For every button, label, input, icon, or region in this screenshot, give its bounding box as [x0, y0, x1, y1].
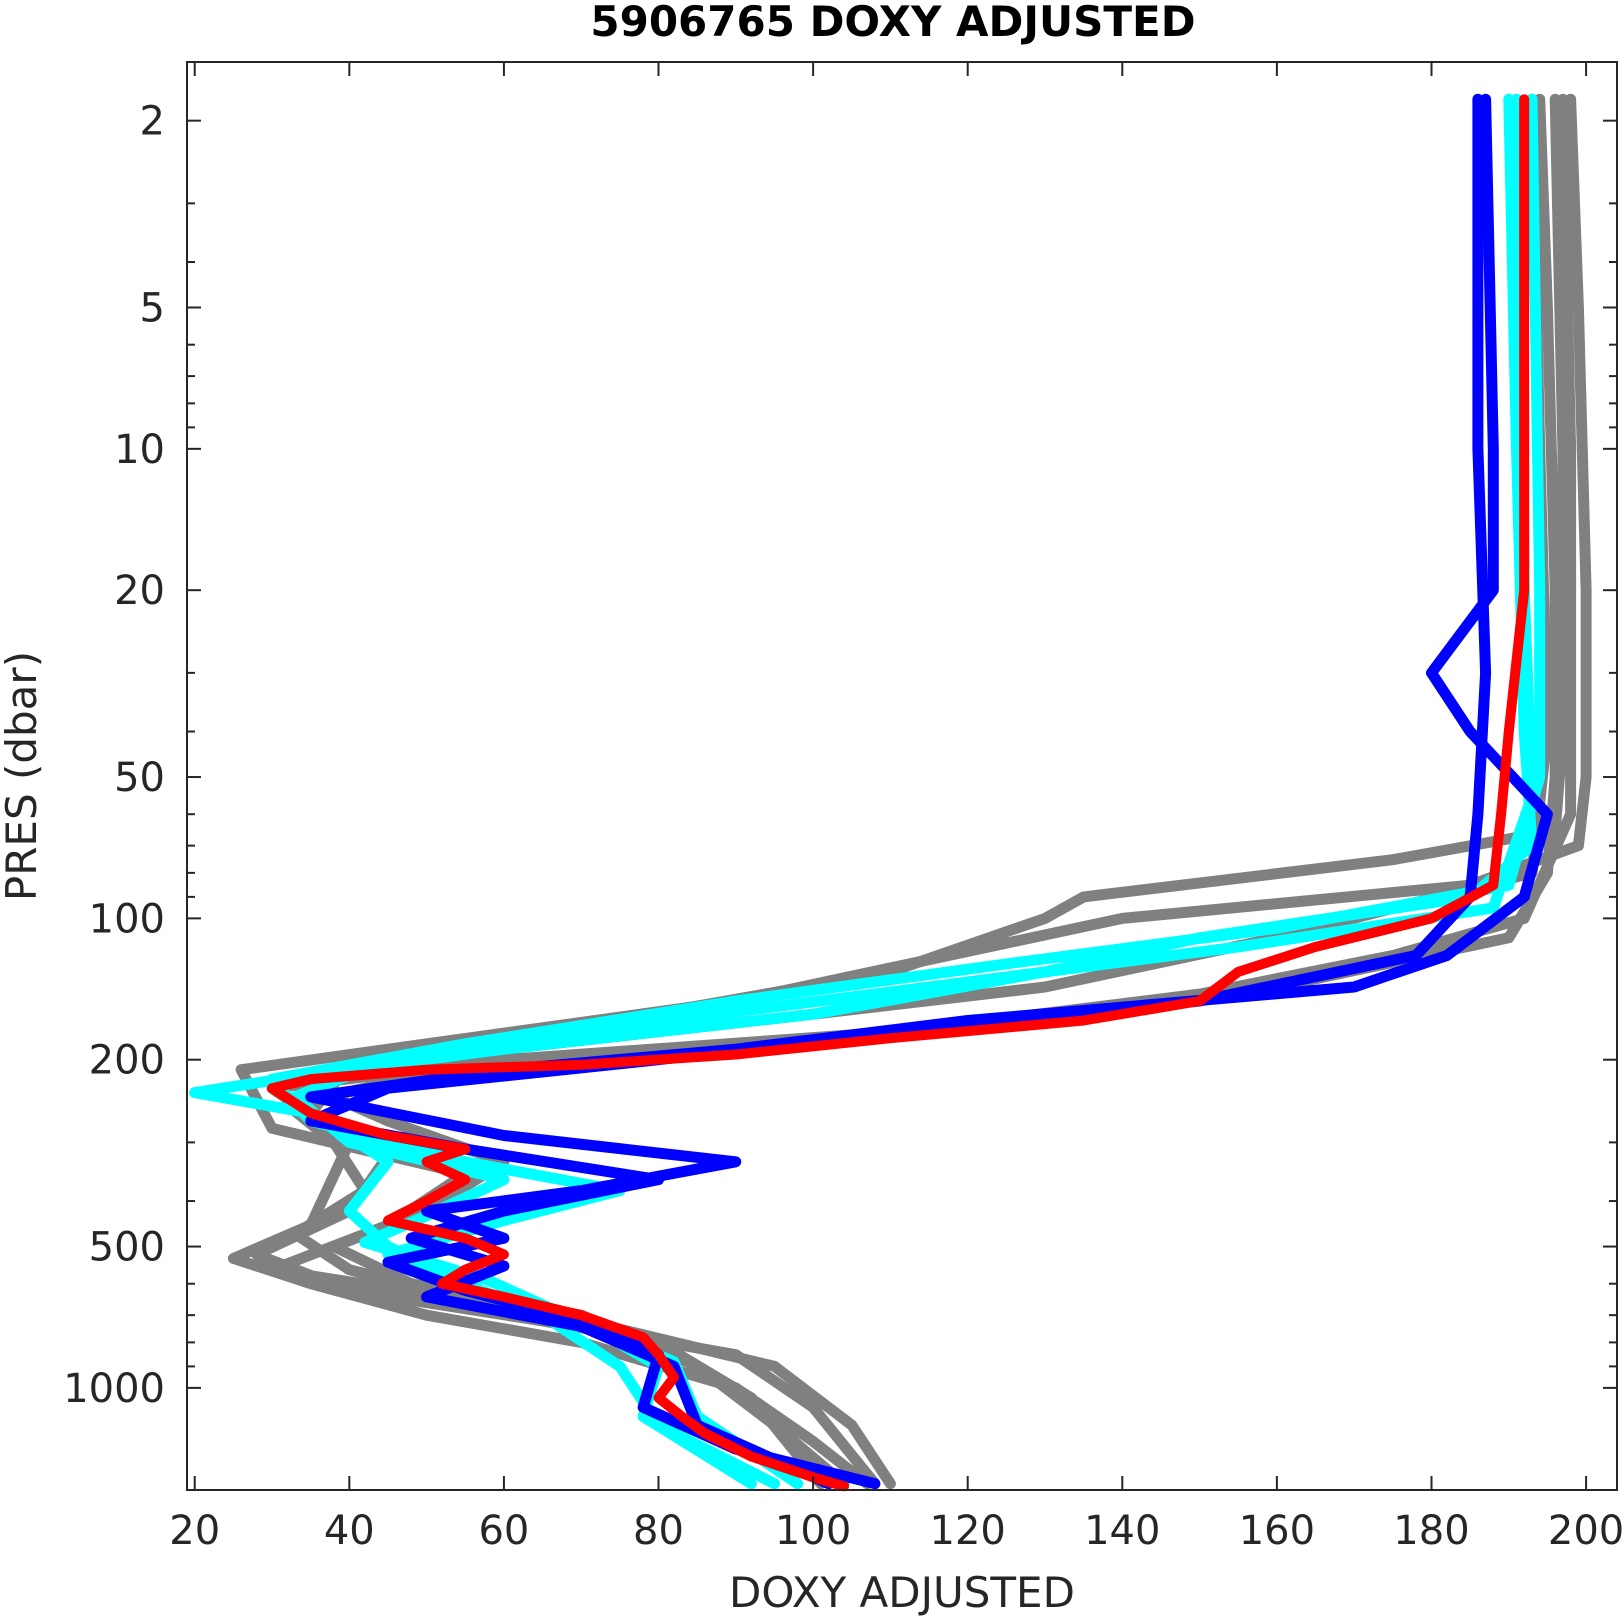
y-tick-label: 100 [89, 896, 165, 942]
y-tick-label: 10 [114, 427, 165, 473]
x-tick-label: 180 [1393, 1508, 1469, 1554]
y-tick-label: 2 [140, 99, 165, 145]
x-tick-label: 20 [169, 1508, 220, 1554]
plot-frame [186, 61, 1618, 1491]
y-tick-label: 200 [89, 1038, 165, 1084]
x-axis-label: DOXY ADJUSTED [729, 1568, 1075, 1617]
chart-title: 5906765 DOXY ADJUSTED [590, 0, 1195, 46]
y-tick-label: 500 [89, 1225, 165, 1271]
y-axis-label: PRES (dbar) [0, 651, 46, 901]
x-tick-label: 60 [478, 1508, 529, 1554]
y-axis-ticks: 2 5 10 20 50 100 200 500 1000 [63, 99, 1617, 1412]
x-axis-ticks: 20 40 60 80 100 120 140 160 180 200 [169, 62, 1624, 1554]
profile-line-11 [267, 94, 1530, 1492]
x-tick-label: 160 [1239, 1508, 1315, 1554]
y-tick-label: 1000 [63, 1366, 165, 1412]
profile-line-9 [305, 93, 1553, 1490]
y-tick-label: 50 [114, 755, 165, 801]
x-tick-label: 100 [775, 1508, 851, 1554]
x-tick-label: 140 [1084, 1508, 1160, 1554]
profile-line-10 [305, 93, 1492, 1490]
x-tick-label: 200 [1548, 1508, 1624, 1554]
series-layer [189, 93, 1592, 1492]
x-tick-label: 80 [633, 1508, 684, 1554]
y-tick-label: 5 [140, 286, 165, 332]
x-tick-label: 120 [930, 1508, 1006, 1554]
x-tick-label: 40 [324, 1508, 375, 1554]
y-tick-label: 20 [114, 568, 165, 614]
